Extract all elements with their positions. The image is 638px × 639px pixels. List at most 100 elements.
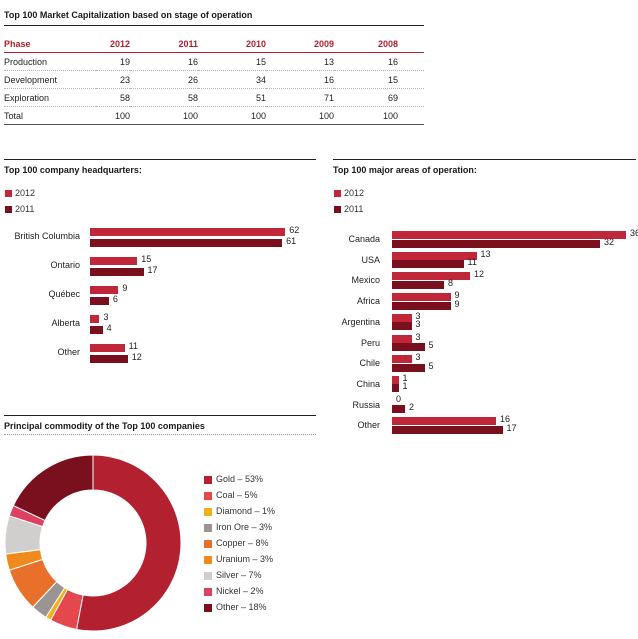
bar-value-label: 17	[506, 422, 517, 433]
legend-label: Silver – 7%	[216, 570, 262, 580]
bar-value-label: 3	[103, 312, 109, 322]
bar-value-label: 3	[415, 310, 421, 321]
category-label: China	[356, 378, 380, 389]
table-cell: 100	[266, 106, 334, 125]
category-label: Peru	[360, 337, 380, 348]
legend-swatch	[204, 476, 212, 484]
category-label: Chile	[359, 358, 380, 369]
table-row: Total 100 100 100 100 100	[4, 106, 424, 125]
bar-2012	[392, 293, 451, 302]
bar-2011	[90, 239, 283, 247]
table-cell: 58	[130, 88, 198, 107]
bar-value-label: 61	[286, 236, 297, 246]
bar-2012	[90, 286, 119, 294]
bar-value-label: 9	[122, 283, 128, 293]
bar-2011	[392, 405, 405, 414]
bar-2011	[90, 355, 128, 363]
table-cell: 16	[266, 70, 334, 89]
legend-swatch	[204, 556, 212, 564]
table-cell: 16	[334, 52, 424, 71]
category-label: Québec	[48, 289, 80, 299]
areas-legend-2012-swatch	[334, 190, 341, 197]
bar-2011	[392, 384, 399, 393]
hq-legend-2011-swatch	[5, 206, 12, 213]
legend-label: Gold – 53%	[216, 474, 264, 484]
areas-chart-title: Top 100 major areas of operation:	[333, 165, 477, 175]
bar-2012	[392, 313, 412, 322]
legend-swatch	[204, 524, 212, 532]
bar-2012	[392, 417, 496, 426]
category-label: Mexico	[351, 275, 380, 286]
bar-value-label: 36	[630, 228, 638, 238]
hq-title-rule	[4, 159, 316, 160]
category-label: Alberta	[51, 318, 80, 328]
table-cell: 100	[96, 106, 130, 125]
category-label: USA	[361, 254, 380, 265]
hq-legend-2011-label: 2011	[15, 204, 35, 214]
table-cell: 15	[198, 52, 266, 71]
table-cell: 15	[334, 70, 424, 89]
market-cap-table: Phase 2012 2011 2010 2009 2008 Productio…	[4, 36, 424, 125]
table-cell: Development	[4, 70, 96, 89]
bar-2011	[392, 301, 451, 310]
bar-value-label: 8	[448, 277, 454, 288]
bar-value-label: 2	[409, 402, 415, 413]
bar-value-label: 62	[289, 225, 300, 235]
legend-swatch	[204, 572, 212, 580]
bar-value-label: 16	[500, 414, 511, 425]
hq-chart-title: Top 100 company headquarters:	[4, 165, 142, 175]
table-cell: Exploration	[4, 88, 96, 107]
category-label: Africa	[356, 296, 380, 307]
bar-value-label: 9	[454, 290, 460, 301]
legend-swatch	[204, 492, 212, 500]
table-cell: 100	[198, 106, 266, 125]
category-label: Argentina	[341, 316, 380, 327]
legend-label: Coal – 5%	[216, 490, 258, 500]
legend-label: Nickel – 2%	[216, 586, 264, 596]
bar-value-label: 5	[428, 340, 434, 350]
table-cell: 34	[198, 70, 266, 89]
category-label: Ontario	[50, 260, 80, 270]
bar-2012	[90, 315, 100, 323]
bar-value-label: 3	[415, 331, 421, 342]
bar-value-label: 6	[112, 294, 118, 304]
table-cell: Production	[4, 52, 96, 71]
donut-slice	[75, 454, 182, 632]
legend-label: Other – 18%	[216, 602, 267, 612]
bar-value-label: 1	[402, 372, 408, 383]
table-row: Development 23 26 34 16 15	[4, 70, 424, 89]
areas-legend-2011-swatch	[334, 206, 341, 213]
areas-legend-2011-label: 2011	[344, 204, 364, 214]
commodity-chart-title: Principal commodity of the Top 100 compa…	[4, 421, 205, 431]
legend-swatch	[204, 540, 212, 548]
bar-value-label: 15	[141, 254, 152, 264]
table-header-cell: 2009	[266, 36, 334, 53]
bar-2011	[392, 425, 503, 434]
bar-value-label: 12	[474, 269, 485, 280]
areas-title-rule	[333, 159, 636, 160]
bar-2012	[90, 344, 125, 352]
bar-2011	[392, 322, 412, 331]
bar-value-label: 5	[428, 360, 434, 371]
bar-2011	[392, 363, 425, 372]
bar-value-label: 4	[106, 323, 112, 333]
bar-2012	[90, 257, 138, 265]
table-cell: 58	[96, 88, 130, 107]
bar-value-label: 11	[467, 257, 477, 268]
bar-2012	[392, 355, 412, 364]
bar-value-label: 11	[128, 341, 138, 351]
bar-2011	[392, 343, 425, 351]
bar-2012	[392, 375, 399, 384]
table-cell: 100	[130, 106, 198, 125]
bar-value-label: 0	[396, 393, 402, 404]
table-cell: 100	[334, 106, 424, 125]
table-header-cell: Phase	[4, 36, 96, 53]
table-cell: 26	[130, 70, 198, 89]
bar-2011	[392, 239, 600, 248]
bar-value-label: 9	[454, 298, 460, 309]
bar-2011	[90, 297, 109, 305]
hq-legend-2012-swatch	[5, 190, 12, 197]
bar-2012	[90, 228, 286, 236]
table-header-row: Phase 2012 2011 2010 2009 2008	[4, 36, 424, 53]
table-cell: 19	[96, 52, 130, 71]
